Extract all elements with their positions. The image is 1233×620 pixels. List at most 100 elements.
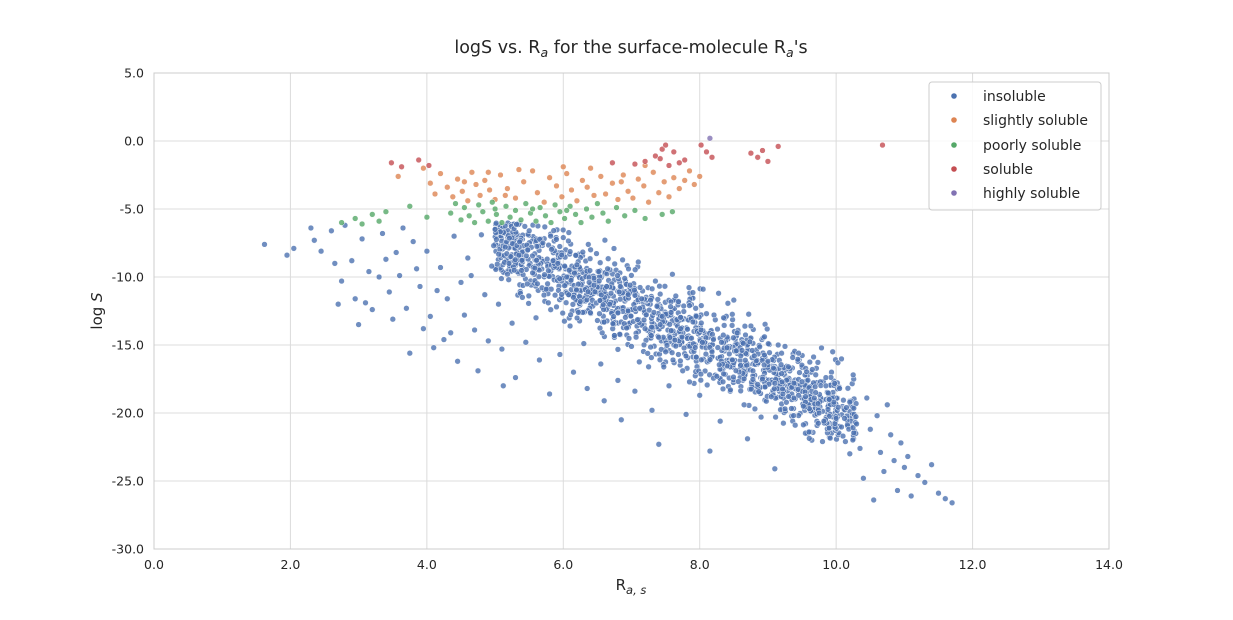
data-point-poorly-soluble: [529, 205, 536, 213]
data-point-soluble: [631, 160, 639, 168]
data-point-slightly-soluble: [427, 180, 434, 187]
data-point-insoluble: [677, 325, 684, 332]
data-point-insoluble: [685, 284, 693, 291]
data-point-insoluble: [628, 272, 635, 279]
data-point-insoluble: [547, 232, 554, 240]
legend-label-insoluble: insoluble: [983, 89, 1046, 105]
data-point-insoluble: [598, 291, 605, 299]
data-point-insoluble: [399, 224, 407, 232]
data-point-insoluble: [493, 220, 500, 227]
data-point-insoluble: [430, 344, 437, 351]
data-point-insoluble: [860, 475, 867, 482]
data-point-insoluble: [798, 378, 806, 385]
data-point-insoluble: [521, 223, 528, 230]
data-point-insoluble: [794, 386, 802, 393]
data-point-insoluble: [746, 338, 754, 345]
data-point-insoluble: [815, 409, 823, 417]
data-point-insoluble: [611, 260, 618, 268]
data-point-insoluble: [616, 331, 623, 338]
data-point-insoluble: [478, 231, 485, 238]
data-point-insoluble: [573, 261, 581, 268]
legend-label-poorly-soluble: poorly soluble: [983, 138, 1081, 154]
data-point-slightly-soluble: [560, 163, 567, 170]
data-point-insoluble: [416, 283, 424, 290]
data-point-insoluble: [579, 248, 586, 256]
data-point-insoluble: [529, 252, 536, 260]
y-tick-label: -10.0: [112, 270, 144, 285]
data-point-insoluble: [365, 268, 373, 275]
axes-frame: [153, 72, 1110, 550]
data-point-insoluble: [396, 272, 403, 279]
data-point-insoluble: [942, 495, 949, 502]
data-point-insoluble: [729, 316, 736, 323]
data-point-insoluble: [556, 351, 564, 358]
data-point-poorly-soluble: [613, 204, 620, 211]
data-point-insoluble: [814, 359, 822, 366]
data-point-slightly-soluble: [614, 196, 622, 203]
data-point-insoluble: [894, 487, 901, 494]
y-tick-label: -25.0: [112, 474, 144, 489]
data-point-soluble: [398, 163, 405, 170]
data-point-insoluble: [716, 361, 723, 368]
data-point-insoluble: [850, 405, 857, 412]
data-point-insoluble: [464, 254, 471, 262]
y-tick-label: -15.0: [112, 338, 144, 353]
data-point-poorly-soluble: [631, 207, 639, 214]
data-point-insoluble: [498, 275, 505, 282]
data-point-insoluble: [726, 350, 733, 358]
data-point-insoluble: [596, 324, 604, 332]
data-point-insoluble: [657, 290, 664, 298]
data-point-slightly-soluble: [553, 182, 560, 190]
data-point-slightly-soluble: [472, 181, 480, 188]
data-point-slightly-soluble: [468, 169, 476, 176]
data-point-poorly-soluble: [457, 216, 465, 224]
data-point-insoluble: [783, 399, 790, 406]
data-point-soluble: [703, 148, 710, 156]
data-point-insoluble: [495, 251, 502, 258]
data-point-insoluble: [604, 265, 611, 272]
data-point-poorly-soluble: [475, 201, 482, 209]
data-point-insoluble: [693, 313, 700, 320]
data-point-insoluble: [761, 351, 768, 359]
data-point-slightly-soluble: [504, 185, 511, 192]
data-point-insoluble: [559, 309, 566, 317]
data-point-insoluble: [846, 450, 853, 457]
data-point-insoluble: [863, 394, 870, 402]
data-point-insoluble: [518, 267, 525, 274]
data-point-insoluble: [720, 314, 727, 321]
data-point-insoluble: [830, 399, 837, 406]
y-tick-label: -5.0: [120, 202, 144, 217]
data-point-insoluble: [778, 378, 786, 386]
data-point-poorly-soluble: [382, 208, 390, 215]
data-point-insoluble: [261, 241, 268, 248]
data-point-insoluble: [730, 334, 737, 341]
data-point-insoluble: [667, 309, 675, 316]
data-point-insoluble: [684, 326, 691, 333]
data-point-insoluble: [713, 373, 720, 380]
data-point-insoluble: [735, 378, 742, 385]
chart-title: logS vs. Ra for the surface-molecule Ra'…: [454, 38, 807, 60]
data-point-insoluble: [715, 290, 722, 297]
data-point-insoluble: [638, 295, 645, 302]
data-point-slightly-soluble: [676, 185, 683, 192]
legend-item-poorly-soluble: poorly soluble: [951, 138, 1081, 154]
data-point-poorly-soluble: [447, 209, 454, 217]
data-point-insoluble: [617, 283, 624, 290]
data-point-insoluble: [742, 357, 749, 364]
data-point-insoluble: [611, 332, 618, 339]
data-point-insoluble: [625, 291, 632, 298]
y-axis-label: log S: [88, 292, 106, 330]
data-point-insoluble: [749, 376, 757, 383]
data-point-insoluble: [570, 294, 577, 301]
data-point-slightly-soluble: [629, 194, 637, 202]
data-point-insoluble: [597, 360, 604, 368]
data-point-insoluble: [481, 291, 488, 298]
data-point-insoluble: [561, 262, 568, 270]
data-point-insoluble: [714, 325, 721, 333]
data-point-insoluble: [698, 356, 705, 363]
data-point-poorly-soluble: [375, 218, 383, 225]
data-point-insoluble: [493, 236, 500, 243]
data-point-poorly-soluble: [605, 218, 612, 225]
data-point-insoluble: [751, 352, 758, 360]
